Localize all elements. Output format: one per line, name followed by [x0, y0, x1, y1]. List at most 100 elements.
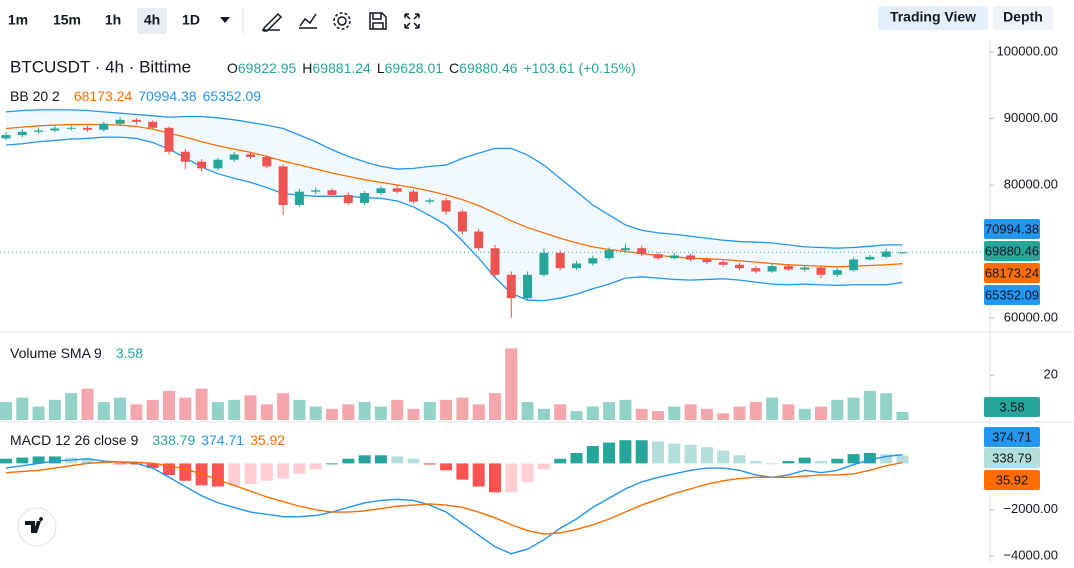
volume-bar [619, 399, 632, 420]
histogram-bar [847, 454, 860, 464]
histogram-bar [831, 458, 844, 464]
price-badge [984, 448, 1040, 468]
price-badge-label: 70994.38 [985, 221, 1039, 236]
price-badge-label: 374.71 [992, 429, 1032, 444]
candle-body [246, 154, 255, 158]
ohlc-legend: O69822.95 H69881.24 L69628.01 C69880.46 +103… [227, 60, 636, 76]
candle-body [66, 127, 76, 129]
candle-body [686, 255, 696, 260]
interval-active-bg [137, 8, 167, 34]
volume-bar [391, 399, 404, 420]
candle-body [881, 251, 891, 257]
histogram-bar [0, 458, 12, 464]
candle-body [555, 252, 565, 269]
candle-body [294, 191, 304, 205]
candle-body [17, 131, 27, 136]
view-tab[interactable]: Depth [1003, 9, 1043, 25]
volume-bar [798, 408, 811, 420]
candle-body [262, 157, 272, 167]
candle-body [197, 161, 207, 169]
volume-bar [97, 402, 110, 420]
histogram-bar [260, 463, 273, 481]
histogram-bar [81, 458, 94, 464]
histogram-bar [880, 454, 893, 464]
price-badge [984, 285, 1040, 305]
volume-bar [309, 406, 322, 420]
interval-button[interactable]: 1m [8, 12, 28, 28]
ohlc-value: 69822.95 [238, 60, 297, 76]
histogram-bar [489, 463, 501, 493]
interval-dropdown[interactable] [220, 17, 230, 23]
fullscreen-icon[interactable] [404, 13, 420, 29]
histogram-bar [456, 463, 469, 480]
candle-body [99, 123, 109, 130]
indicator-value: 65352.09 [203, 88, 262, 104]
view-tab[interactable]: Trading View [890, 9, 976, 25]
candle-body [441, 200, 451, 212]
bollinger-line [5, 123, 903, 268]
volume-bar [440, 399, 453, 420]
histogram-bar [211, 463, 224, 487]
view-tab-bg[interactable] [993, 6, 1053, 30]
histogram-bar [554, 458, 567, 464]
volume-bar [130, 404, 143, 420]
volume-bar [586, 406, 599, 420]
indicator-icon[interactable] [299, 13, 317, 29]
histogram-bar [32, 456, 45, 464]
histogram-bar [635, 440, 648, 464]
interval-button[interactable]: 15m [53, 12, 81, 28]
ohlc-label: O [227, 60, 238, 76]
volume-bar [668, 406, 681, 420]
histogram-bar [863, 452, 876, 464]
candle-body [620, 248, 630, 251]
candle-body [376, 188, 386, 193]
candle-body [849, 259, 859, 271]
candle-body [409, 191, 418, 202]
candle-body [360, 192, 370, 203]
volume-bar [456, 397, 469, 420]
interval-button[interactable]: 1D [182, 12, 200, 28]
indicator-name: BB 20 2 [10, 88, 60, 104]
volume-bar [537, 408, 550, 420]
volume-bar [652, 411, 664, 420]
volume-bar [228, 399, 241, 420]
price-badge [984, 241, 1040, 261]
histogram-bar [48, 456, 61, 464]
volume-bar [863, 390, 876, 420]
y-tick-label: 100000.00 [997, 43, 1058, 58]
volume-bar [277, 393, 290, 420]
volume-bar [831, 399, 844, 420]
candle-body [392, 188, 402, 192]
volume-bar [603, 402, 616, 420]
indicator-value: 35.92 [250, 432, 285, 448]
price-badge [984, 397, 1040, 417]
ohlc-value: 69880.46 [459, 60, 518, 76]
candle-body [457, 211, 467, 232]
candle-body [425, 200, 435, 202]
volume-bar [782, 404, 795, 420]
interval-button[interactable]: 4h [144, 12, 160, 28]
candle-body [474, 231, 484, 249]
candle-body [523, 274, 533, 299]
save-icon[interactable] [369, 12, 387, 30]
price-badge-label: 3.58 [999, 399, 1024, 414]
indicator-value: 338.79 [152, 432, 195, 448]
histogram-bar [374, 455, 387, 464]
view-tab-bg[interactable] [878, 6, 988, 30]
candle-body [506, 274, 516, 299]
draw-icon[interactable] [262, 12, 283, 32]
volume-bar [733, 406, 746, 420]
indicator-value: 3.58 [116, 345, 143, 361]
volume-bar [847, 397, 860, 420]
histogram-bar [521, 463, 534, 482]
volume-bar [179, 397, 192, 420]
macd-line [5, 461, 903, 535]
histogram-bar [163, 463, 175, 475]
histogram-bar [16, 457, 29, 464]
volume-bar [146, 399, 159, 420]
interval-button[interactable]: 1h [105, 12, 121, 28]
volume-bar [635, 408, 648, 420]
settings-icon[interactable] [337, 16, 347, 26]
